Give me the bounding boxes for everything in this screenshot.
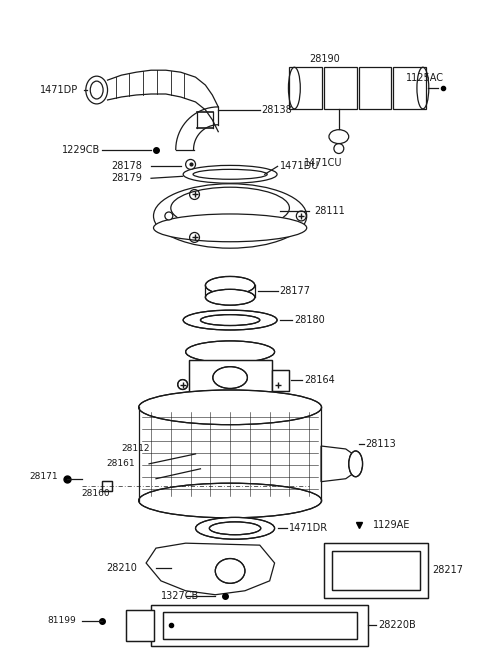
Ellipse shape — [139, 483, 322, 518]
Bar — [163, 612, 357, 639]
Text: 28164: 28164 — [304, 374, 335, 384]
Bar — [393, 67, 426, 109]
Ellipse shape — [178, 380, 188, 390]
Text: 1129AE: 1129AE — [373, 520, 411, 530]
Bar — [359, 67, 391, 109]
Ellipse shape — [183, 166, 277, 183]
Text: 28161: 28161 — [107, 459, 135, 468]
Text: 28138: 28138 — [261, 105, 291, 115]
Text: 28113: 28113 — [366, 439, 396, 449]
Text: 1471CU: 1471CU — [304, 158, 343, 168]
Bar — [272, 370, 289, 392]
Bar — [189, 360, 272, 397]
Bar — [163, 612, 357, 639]
Text: 28178: 28178 — [111, 162, 143, 171]
Text: 28177: 28177 — [279, 286, 311, 296]
Ellipse shape — [186, 341, 275, 363]
Bar — [189, 360, 272, 397]
Text: 28111: 28111 — [314, 206, 345, 216]
Bar — [126, 610, 154, 641]
Bar — [272, 370, 289, 392]
Text: 81199: 81199 — [47, 616, 76, 625]
Text: 1229CB: 1229CB — [62, 145, 100, 154]
Ellipse shape — [195, 518, 275, 539]
Ellipse shape — [186, 160, 195, 170]
Ellipse shape — [154, 214, 307, 242]
Bar — [324, 67, 357, 109]
Bar — [332, 551, 420, 590]
Bar — [289, 67, 322, 109]
Text: 28160: 28160 — [82, 489, 110, 498]
Text: 28171: 28171 — [29, 472, 58, 481]
Text: 28179: 28179 — [111, 173, 143, 183]
Bar — [126, 610, 154, 641]
Ellipse shape — [209, 522, 261, 535]
Bar — [151, 604, 369, 646]
Text: 1125AC: 1125AC — [406, 73, 444, 83]
Ellipse shape — [205, 289, 255, 306]
Text: 28180: 28180 — [294, 315, 325, 325]
Bar — [332, 551, 420, 590]
Ellipse shape — [273, 380, 283, 390]
Text: 28190: 28190 — [309, 55, 340, 64]
Ellipse shape — [183, 310, 277, 330]
Ellipse shape — [139, 390, 322, 424]
Bar — [102, 481, 111, 491]
Text: 28112: 28112 — [121, 445, 150, 453]
Ellipse shape — [349, 451, 362, 477]
Text: 1327CB: 1327CB — [161, 591, 199, 600]
Bar — [151, 604, 369, 646]
Bar — [324, 543, 428, 598]
Ellipse shape — [213, 367, 247, 388]
Bar — [324, 543, 428, 598]
Polygon shape — [146, 543, 275, 595]
Ellipse shape — [205, 277, 255, 294]
Ellipse shape — [216, 558, 245, 583]
Text: 28217: 28217 — [433, 565, 464, 575]
Ellipse shape — [165, 212, 173, 220]
Bar — [102, 481, 111, 491]
Text: 28210: 28210 — [107, 563, 137, 573]
Text: 1471DR: 1471DR — [289, 523, 328, 533]
Ellipse shape — [201, 315, 260, 325]
Polygon shape — [321, 446, 356, 482]
Text: 1471DP: 1471DP — [40, 85, 79, 95]
Text: 1471DU: 1471DU — [279, 162, 319, 171]
Text: 28220B: 28220B — [378, 620, 416, 631]
